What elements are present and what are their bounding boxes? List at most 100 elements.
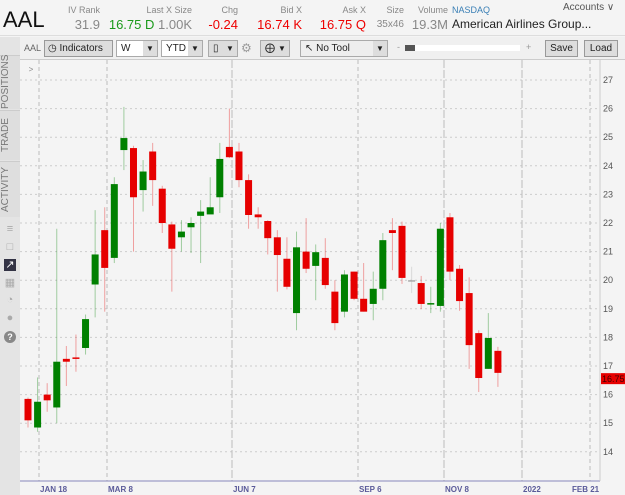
last-label: Last X Size xyxy=(146,5,192,15)
candle-body xyxy=(101,230,109,268)
crosshair-icon: ⨁ xyxy=(265,43,275,54)
x-tick-label: FEB 21 xyxy=(572,485,600,494)
candle-body xyxy=(53,361,61,408)
candle-body xyxy=(110,184,118,258)
y-tick-label: 16 xyxy=(603,390,613,400)
x-tick-label: SEP 6 xyxy=(359,485,382,494)
range-value: YTD xyxy=(166,43,186,54)
gauge-icon[interactable]: ◔ xyxy=(6,294,14,306)
candle-body xyxy=(379,240,387,289)
symbol-title[interactable]: AAL xyxy=(3,7,45,32)
candle-body xyxy=(43,394,51,401)
gear-icon[interactable]: ⚙ xyxy=(241,41,252,55)
candle-body xyxy=(408,280,416,282)
change: Chg -0.24 xyxy=(202,5,238,32)
candle-body xyxy=(475,333,483,379)
chart-icon[interactable]: ↗ xyxy=(4,259,16,271)
interval-select[interactable]: W ▼ xyxy=(116,40,158,57)
candle-body xyxy=(302,251,310,269)
candle-body xyxy=(273,237,281,256)
y-tick-label: 14 xyxy=(603,447,613,457)
crosshair-select[interactable]: ⨁ ▼ xyxy=(260,40,290,57)
candle-body xyxy=(417,283,425,304)
chg-label: Chg xyxy=(221,5,238,15)
y-tick-label: 18 xyxy=(603,332,613,342)
candle-body xyxy=(494,350,502,373)
y-tick-label: 23 xyxy=(603,189,613,199)
zoom-slider-handle[interactable] xyxy=(405,45,415,51)
y-tick-label: 21 xyxy=(603,247,613,257)
candle-body xyxy=(360,298,368,312)
candle-body xyxy=(129,148,137,198)
grid-icon[interactable]: ▦ xyxy=(4,277,16,289)
volume-value: 19.3M xyxy=(411,17,448,32)
tv-icon[interactable]: □ xyxy=(6,241,14,253)
candle-body xyxy=(72,357,80,359)
toolbar-symbol: AAL xyxy=(24,43,42,53)
candle-body xyxy=(398,225,406,278)
tab-positions[interactable]: POSITIONS xyxy=(0,55,20,109)
accounts-dropdown[interactable]: Accounts ∨ xyxy=(563,2,614,13)
volume: Volume 19.3M xyxy=(406,5,448,32)
ask-value: 16.75 Q xyxy=(319,17,366,32)
last-size: 1.00K xyxy=(158,17,192,32)
zoom-out-icon[interactable]: - xyxy=(397,42,400,52)
help-icon[interactable]: ? xyxy=(4,331,16,343)
candle-body xyxy=(321,257,329,286)
size-value: 35x46 xyxy=(376,19,404,30)
candle-body xyxy=(168,224,176,249)
y-tick-label: 24 xyxy=(603,161,613,171)
company-name: American Airlines Group... xyxy=(452,17,592,31)
list-icon[interactable]: ≡ xyxy=(6,223,14,235)
save-button[interactable]: Save xyxy=(545,40,578,57)
candle-body xyxy=(120,138,128,151)
x-tick-label: 2022 xyxy=(523,485,541,494)
y-tick-label: 26 xyxy=(603,104,613,114)
zoom-in-icon[interactable]: + xyxy=(526,42,532,52)
gauge-icon: ◷ xyxy=(48,43,57,54)
people-icon[interactable]: ● xyxy=(6,312,14,324)
y-tick-label: 15 xyxy=(603,418,613,428)
candle-body xyxy=(82,319,90,348)
zoom-slider[interactable] xyxy=(405,45,520,51)
chart-style-select[interactable]: ▯ ▼ xyxy=(208,40,238,57)
drawing-tool-select[interactable]: ↖ No Tool ▼ xyxy=(300,40,388,57)
range-select[interactable]: YTD ▼ xyxy=(161,40,203,57)
load-button[interactable]: Load xyxy=(584,40,618,57)
candle-body xyxy=(34,401,42,428)
chevron-down-icon: ▼ xyxy=(373,41,387,56)
y-tick-label: 25 xyxy=(603,132,613,142)
tab-trade[interactable]: TRADE xyxy=(0,110,20,160)
expand-panel-button[interactable]: > xyxy=(28,65,34,74)
candle-body xyxy=(245,180,253,215)
bid-value: 16.74 K xyxy=(257,17,302,32)
candle-body xyxy=(197,211,205,216)
chevron-down-icon: ∨ xyxy=(606,2,615,13)
ask: Ask X 16.75 Q xyxy=(314,5,366,32)
candlestick-icon: ▯ xyxy=(213,43,219,54)
tab-activity[interactable]: ACTIVITY xyxy=(0,161,20,217)
candle-body xyxy=(187,223,195,228)
indicators-label: Indicators xyxy=(59,43,103,54)
chg-value: -0.24 xyxy=(208,17,238,32)
y-tick-label: 17 xyxy=(603,361,613,371)
x-tick-label: NOV 8 xyxy=(445,485,470,494)
price-chart[interactable]: 14 15 16 17 18 19 20 21 22 23 24 25 26 27 JAN 18 MAR 8 J… xyxy=(20,60,625,495)
candle-body xyxy=(436,228,444,306)
candle-body xyxy=(225,146,233,158)
candle-body xyxy=(158,188,166,223)
iv-rank: IV Rank 31.9 xyxy=(60,5,100,32)
candle-body xyxy=(446,217,454,272)
y-tick-label: 19 xyxy=(603,304,613,314)
candle-body xyxy=(350,271,358,299)
candle-body xyxy=(340,274,348,312)
last-price-marker xyxy=(601,373,625,385)
indicators-button[interactable]: ◷ Indicators xyxy=(44,40,113,57)
cursor-icon: ↖ xyxy=(305,43,314,54)
bid: Bid X 16.74 K xyxy=(250,5,302,32)
candle-body xyxy=(254,214,262,218)
candle-body xyxy=(264,220,272,239)
exchange-label: NASDAQ xyxy=(452,5,491,15)
chevron-down-icon: ▼ xyxy=(275,41,289,56)
iv-rank-label: IV Rank xyxy=(67,5,100,15)
